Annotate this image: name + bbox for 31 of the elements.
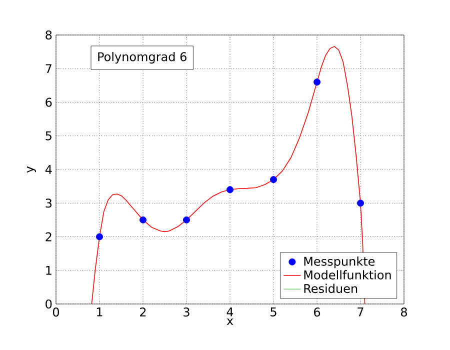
point xyxy=(356,200,364,207)
y-tick-label: 0 xyxy=(46,299,52,309)
x-tick-label: 6 xyxy=(314,308,320,317)
y-axis-title: y xyxy=(26,166,36,173)
x-axis-title: x xyxy=(226,318,234,326)
y-tick-label: 4 xyxy=(45,165,52,174)
y-tick-label: 3 xyxy=(46,198,52,208)
x-tick-label: 2 xyxy=(140,308,146,316)
legend-label: Residuen xyxy=(304,284,358,294)
y-tick-label: 5 xyxy=(46,131,52,140)
x-tick-label: 4 xyxy=(226,308,234,316)
point xyxy=(226,186,234,194)
x-tick-label: 0 xyxy=(52,308,60,317)
y-tick-label: 8 xyxy=(46,30,52,40)
annotation: Polynomgrad 6 xyxy=(98,52,186,64)
point xyxy=(140,216,147,224)
x-tick-label: 8 xyxy=(400,308,407,317)
x-tick-label: 5 xyxy=(270,308,276,316)
x-tick-label: 3 xyxy=(184,308,190,317)
point xyxy=(270,176,277,184)
y-tick-label: 2 xyxy=(46,232,52,242)
legend-label: Messpunkte xyxy=(304,256,375,268)
y-tick-label: 7 xyxy=(46,64,52,73)
x-tick-label: 1 xyxy=(97,308,102,316)
point xyxy=(314,78,320,86)
legend-label: Modellfunktion xyxy=(304,270,391,280)
y-tick-label: 1 xyxy=(46,266,52,275)
point xyxy=(183,216,190,224)
x-tick-label: 7 xyxy=(358,308,364,316)
y-tick-label: 6 xyxy=(46,98,52,107)
point xyxy=(96,233,104,240)
